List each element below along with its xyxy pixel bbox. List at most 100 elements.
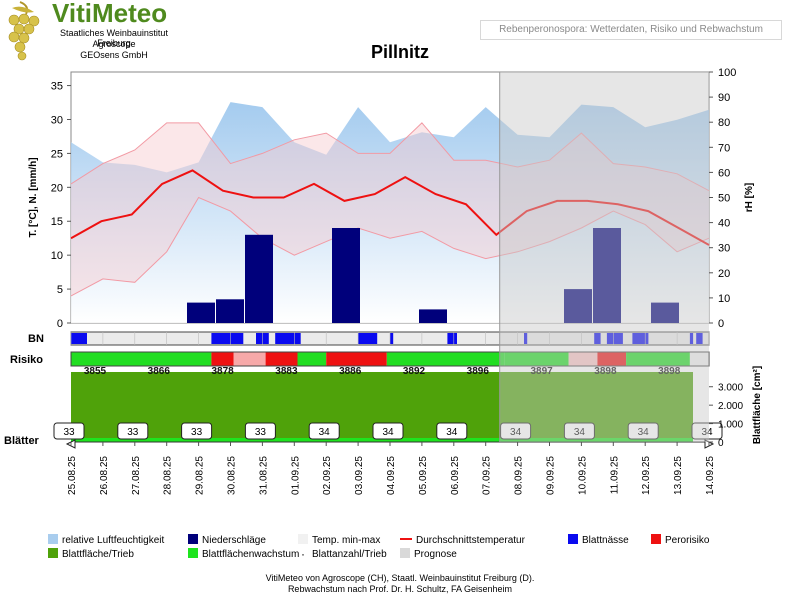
leaf-count-box (181, 422, 213, 440)
y2-tick-label: 20 (718, 268, 730, 280)
leaf-count-box (372, 422, 404, 440)
temp-max-line (70, 122, 710, 192)
x-tick-label: 11.09.25 (609, 456, 620, 495)
y-tick-label: 30 (51, 114, 63, 126)
legend-item-precipitation: Niederschläge (188, 534, 266, 548)
bn-wet-segment (524, 333, 528, 344)
x-tick-label: 26.08.25 (99, 456, 110, 495)
y-axis-label: T. [°C], N. [mm/h] (28, 157, 39, 237)
leaf-area-value: 3855 (84, 366, 107, 377)
y-tick-label: 20 (51, 182, 63, 194)
leaf-area-tick-label: 1.000 (718, 420, 743, 431)
leaf-count-label: 33 (255, 427, 267, 438)
bn-wet-segment (689, 333, 694, 344)
x-tick-label: 08.09.25 (514, 456, 525, 495)
legend-item-leaf-area: Blattfläche/Trieb (48, 548, 134, 562)
precipitation-bar (651, 302, 679, 323)
leaf-count-label: 34 (446, 427, 458, 438)
temp-min-line (70, 196, 710, 297)
leaf-count-label: 33 (127, 427, 139, 438)
legend-item-mean-temp: Durchschnittstemperatur (400, 534, 525, 548)
leaf-area-value: 3896 (467, 366, 490, 377)
y-tick-label: 25 (51, 148, 63, 160)
leaf-count-label: 33 (63, 427, 75, 438)
legend-swatch-leaf-growth (188, 548, 198, 558)
leaf-count-box (563, 422, 595, 440)
x-tick-label: 29.08.25 (195, 456, 206, 495)
bn-wet-segment (696, 333, 703, 344)
footer-line-1: VitiMeteo von Agroscope (CH), Staatl. We… (265, 573, 535, 583)
legend-item-risk: Perorisiko (651, 534, 709, 548)
legend-swatch-forecast (400, 548, 410, 558)
leaf-count-label: 34 (638, 427, 650, 438)
leaf-count-label: 34 (319, 427, 331, 438)
x-tick-label: 12.09.25 (641, 456, 652, 495)
legend-item-forecast: Prognose (400, 548, 457, 562)
risk-segment (297, 352, 327, 366)
y-tick-label: 35 (51, 81, 63, 93)
leaf-growth-strip (71, 438, 693, 442)
x-tick-label: 13.09.25 (673, 456, 684, 495)
risk-segment (568, 352, 598, 366)
footer: VitiMeteo von Agroscope (CH), Staatl. We… (0, 573, 800, 595)
precipitation-bar (419, 309, 447, 323)
legend-swatch-risk (651, 534, 661, 544)
humidity-area (71, 102, 709, 323)
y-tick-label: 10 (51, 250, 63, 262)
leaves-row-label: Blätter (4, 435, 40, 447)
risk-segment (233, 352, 266, 366)
risk-row-label: Risiko (10, 354, 43, 366)
x-tick-label: 03.09.25 (354, 456, 365, 495)
legend-swatch-leaf-count: · (301, 547, 305, 561)
legend-item-humidity: relative Luftfeuchtigkeit (48, 534, 164, 548)
leaf-area-value: 3886 (339, 366, 362, 377)
y2-tick-label: 0 (718, 318, 724, 330)
bn-wet-segment (358, 333, 378, 344)
leaf-area-value: 3892 (403, 366, 426, 377)
leaf-area-value: 3883 (275, 366, 298, 377)
y-tick-label: 5 (57, 284, 63, 296)
x-tick-label: 30.08.25 (227, 456, 238, 495)
legend-swatch-humidity (48, 534, 58, 544)
leaf-area-value: 3898 (594, 366, 617, 377)
leaf-count-label: 33 (191, 427, 203, 438)
leaf-count-label: 34 (574, 427, 586, 438)
leaf-count-box (500, 422, 532, 440)
legend-item-leaf-count: · Blattanzahl/Trieb (298, 548, 387, 562)
legend-swatch-mean-temp (400, 538, 412, 540)
x-tick-label: 01.09.25 (290, 456, 301, 495)
x-tick-label: 09.09.25 (546, 456, 557, 495)
y2-tick-label: 40 (718, 218, 730, 230)
risk-segment (211, 352, 234, 366)
y2-tick-label: 10 (718, 293, 730, 305)
precipitation-bar (564, 289, 592, 323)
x-tick-label: 28.08.25 (163, 456, 174, 495)
bn-wet-segment (606, 333, 623, 344)
precipitation-bar (187, 302, 215, 323)
leaf-area-tick-label: 0 (718, 438, 724, 449)
y2-tick-label: 100 (718, 67, 736, 79)
risk-segment (265, 352, 298, 366)
leaf-area-value: 3897 (530, 366, 553, 377)
x-tick-label: 10.09.25 (577, 456, 588, 495)
weather-chart: 0 5 10 15 20 25 30 35 0 10 20 30 40 50 60 70 80 90 100 T. [… (4, 67, 763, 495)
x-tick-label: 27.08.25 (131, 456, 142, 495)
y2-tick-label: 50 (718, 193, 730, 205)
leaf-count-box (627, 422, 659, 440)
leaf-count-box (308, 422, 340, 440)
risk-segment (597, 352, 627, 366)
bn-wet-segment (71, 333, 87, 344)
legend-swatch-leaf-area (48, 548, 58, 558)
risk-segment (689, 352, 709, 366)
y2-tick-label: 30 (718, 243, 730, 255)
bn-wet-segment (594, 333, 601, 344)
leaf-area-value: 3878 (211, 366, 234, 377)
x-tick-label: 05.09.25 (418, 456, 429, 495)
x-tick-label: 06.09.25 (450, 456, 461, 495)
leaf-area-value: 3866 (148, 366, 171, 377)
leaf-area-tick-label: 2.000 (718, 401, 743, 412)
risk-segment (504, 352, 569, 366)
y2-tick-label: 80 (718, 117, 730, 129)
precipitation-bar (593, 228, 621, 323)
legend-item-leaf-wetness: Blattnässe (568, 534, 629, 548)
